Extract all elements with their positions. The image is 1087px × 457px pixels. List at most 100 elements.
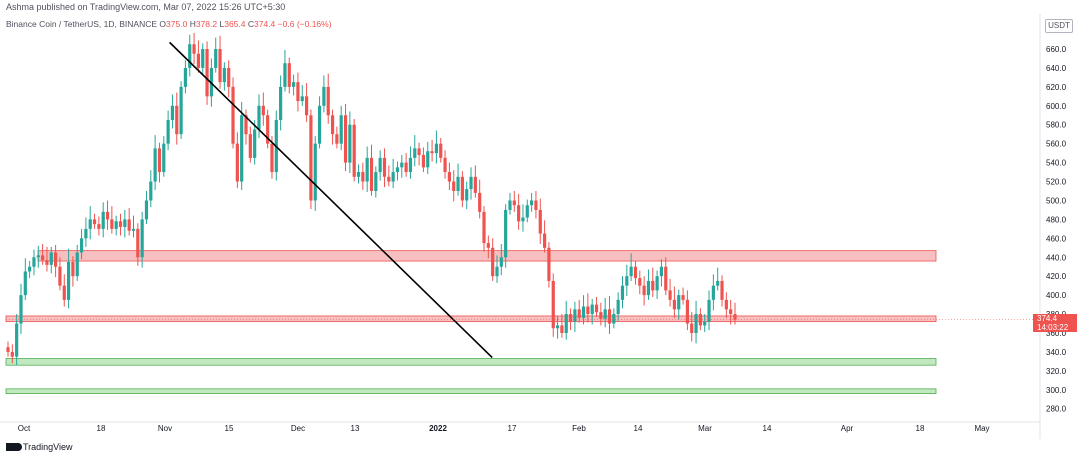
- low-value: 365.4: [224, 19, 246, 29]
- time-tick-label: 14: [763, 424, 772, 433]
- candle-body: [214, 49, 218, 68]
- candle-body: [75, 252, 79, 277]
- high-label: H: [189, 19, 196, 29]
- candle-body: [92, 219, 97, 225]
- candle-body: [369, 157, 374, 191]
- candle-body: [283, 63, 287, 87]
- candle-body: [118, 221, 123, 227]
- candle-body: [486, 243, 490, 248]
- price-tick-label: 640.0: [1046, 64, 1067, 73]
- candle-body: [170, 105, 175, 120]
- candle-body: [469, 176, 473, 190]
- candle-body: [534, 200, 538, 210]
- candle-body: [495, 266, 499, 277]
- candle-body: [664, 266, 668, 291]
- candle-body: [261, 105, 265, 116]
- candle-body: [625, 276, 629, 286]
- candle-body: [473, 176, 477, 193]
- candle-body: [482, 211, 486, 244]
- candle-body: [430, 151, 434, 154]
- time-tick-label: Oct: [18, 424, 31, 433]
- candle-body: [28, 266, 32, 272]
- candle-body: [322, 86, 326, 106]
- candle-body: [711, 285, 715, 300]
- candle-body: [560, 325, 564, 333]
- countdown-value: 14:03:22: [1037, 323, 1069, 332]
- time-tick-label: Mar: [698, 424, 712, 433]
- candle-body: [681, 295, 685, 300]
- candle-body: [23, 271, 27, 296]
- candle-body: [227, 67, 231, 87]
- candle-body: [326, 86, 330, 116]
- candle-body: [633, 266, 638, 279]
- close-label: C: [247, 19, 255, 29]
- current-price-value: 374.4: [1037, 314, 1058, 323]
- price-tick-label: 580.0: [1046, 121, 1067, 130]
- candle-body: [205, 49, 209, 97]
- brand-name: TradingView: [23, 442, 73, 452]
- price-tick-label: 360.0: [1046, 329, 1067, 338]
- candle-body: [603, 309, 607, 319]
- support-zone-3: [5, 388, 937, 394]
- candle-body: [729, 309, 733, 315]
- price-tick-label: 320.0: [1046, 367, 1067, 376]
- candle-body: [564, 314, 568, 333]
- symbol-legend[interactable]: Binance Coin / TetherUS, 1D, BINANCE O37…: [6, 19, 332, 29]
- candle-body: [642, 285, 646, 296]
- candle-body: [413, 148, 417, 158]
- price-tick-label: 400.0: [1046, 291, 1067, 300]
- candle-body: [114, 221, 118, 229]
- change-value: −0.6 (−0.16%): [277, 19, 332, 29]
- candle-body: [356, 172, 361, 177]
- time-tick-label: 14: [634, 424, 643, 433]
- candle-body: [452, 181, 456, 191]
- candle-body: [620, 285, 625, 300]
- candle-body: [707, 299, 711, 322]
- candle-body: [270, 143, 274, 173]
- candle-body: [374, 172, 378, 191]
- candle-body: [123, 219, 127, 227]
- candle-body: [330, 115, 335, 135]
- candle-body: [573, 309, 577, 322]
- time-tick-label: 17: [508, 424, 517, 433]
- candle-body: [439, 143, 443, 158]
- top-bar: Ashma published on TradingView.com, Mar …: [0, 0, 1087, 14]
- candle-body: [54, 252, 58, 267]
- candle-body: [499, 257, 503, 267]
- candle-body: [41, 255, 45, 261]
- candle-body: [421, 155, 426, 168]
- candle-body: [491, 247, 495, 277]
- candle-body: [196, 53, 201, 68]
- candle-body: [456, 176, 460, 191]
- candle-body: [19, 295, 23, 324]
- time-tick-label: Apr: [841, 424, 854, 433]
- candle-body: [724, 299, 728, 310]
- candle-body: [616, 299, 620, 315]
- candle-body: [313, 143, 317, 201]
- candle-body: [183, 67, 188, 87]
- candle-body: [694, 314, 698, 333]
- price-tick-label: 280.0: [1046, 405, 1067, 414]
- price-tick-label: 340.0: [1046, 348, 1067, 357]
- time-tick-label: Feb: [572, 424, 586, 433]
- candle-body: [646, 280, 651, 296]
- time-tick-label: 18: [916, 424, 925, 433]
- candle-body: [460, 176, 464, 201]
- candle-body: [157, 148, 162, 173]
- candle-body: [352, 124, 356, 177]
- candle-body: [594, 304, 599, 313]
- candle-body: [443, 157, 447, 173]
- candle-body: [465, 189, 469, 201]
- price-tick-label: 420.0: [1046, 272, 1067, 281]
- currency-badge[interactable]: USDT: [1045, 19, 1073, 33]
- resistance-zone-0: [37, 250, 937, 262]
- candle-body: [378, 157, 382, 173]
- candle-body: [110, 219, 114, 229]
- candle-body: [248, 134, 252, 158]
- candle-body: [404, 162, 408, 173]
- candle-body: [66, 262, 71, 300]
- candle-body: [426, 151, 430, 168]
- tradingview-logo[interactable]: TradingView: [6, 442, 73, 452]
- candle-body: [512, 200, 516, 206]
